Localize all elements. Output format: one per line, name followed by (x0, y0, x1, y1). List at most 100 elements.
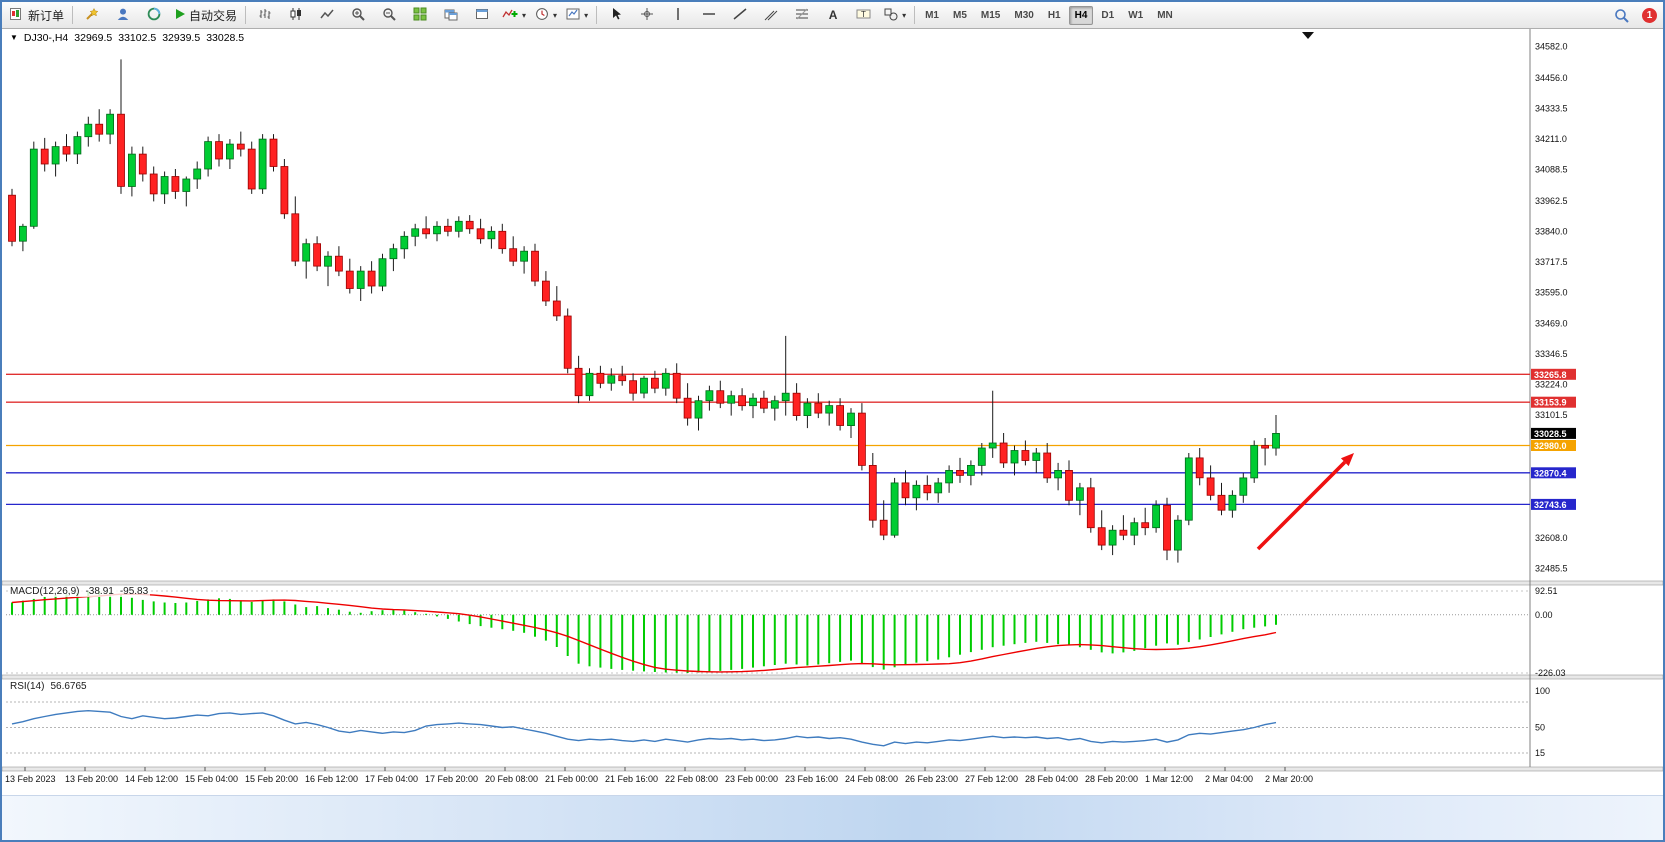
svg-text:50: 50 (1535, 723, 1545, 733)
svg-text:15: 15 (1535, 748, 1545, 758)
rsi-name: RSI(14) (10, 681, 45, 692)
horizontal-line-icon (702, 8, 716, 22)
notification-badge[interactable]: 1 (1642, 7, 1657, 23)
rsi-value: 56.6765 (50, 681, 87, 692)
window-icon (475, 7, 489, 24)
timeframe-button-mn[interactable]: MN (1157, 9, 1173, 21)
search-button[interactable] (1606, 3, 1636, 27)
dropdown-caret-icon[interactable]: ▾ (553, 10, 558, 20)
cursor-icon (610, 7, 622, 24)
line-chart-mode-button[interactable] (312, 3, 342, 27)
market-button[interactable] (108, 3, 138, 27)
chart-canvas[interactable]: 34582.0 34456.0 34333.5 34211.0 34088.5 33962… (2, 29, 1663, 795)
new-order-button[interactable]: 新订单 (6, 3, 68, 27)
svg-text:16 Feb 12:00: 16 Feb 12:00 (305, 774, 358, 784)
macd-panel[interactable]: 92.51 0.00 -226.03 (6, 586, 1566, 678)
template-icon (566, 7, 580, 24)
svg-text:34333.5: 34333.5 (1535, 103, 1568, 113)
bar-chart-icon (258, 7, 272, 24)
zoom-out-button[interactable] (374, 3, 404, 27)
candlestick-mode-button[interactable] (281, 3, 311, 27)
timeframe-button-w1[interactable]: W1 (1128, 9, 1144, 21)
chart-shift-marker[interactable] (1302, 32, 1314, 39)
timeframe-button-m5[interactable]: M5 (953, 9, 967, 21)
timeframe-button-d1[interactable]: D1 (1101, 9, 1115, 21)
svg-text:33962.5: 33962.5 (1535, 196, 1568, 206)
ohlc-high: 33102.5 (118, 32, 157, 44)
ohlc-close: 33028.5 (206, 32, 245, 44)
zoom-in-button[interactable] (343, 3, 373, 27)
trendline-tool-button[interactable] (725, 3, 755, 27)
templates-button[interactable]: ▾ (562, 3, 592, 27)
svg-text:33717.5: 33717.5 (1535, 257, 1568, 267)
svg-text:2 Mar 04:00: 2 Mar 04:00 (1205, 774, 1253, 784)
timeframe-group: M1 M5 M15 M30 H1 H4 D1 W1 MN (919, 5, 1179, 25)
rsi-panel[interactable]: 100 50 15 (6, 686, 1550, 758)
svg-text:17 Feb 04:00: 17 Feb 04:00 (365, 774, 418, 784)
svg-text:13 Feb 20:00: 13 Feb 20:00 (65, 774, 118, 784)
maximize-window-button[interactable] (467, 3, 497, 27)
metaeditor-button[interactable] (77, 3, 107, 27)
svg-text:23 Feb 00:00: 23 Feb 00:00 (725, 774, 778, 784)
macd-main-value: -38.91 (85, 586, 114, 597)
tile-windows-button[interactable] (405, 3, 435, 27)
horizontal-line-tool-button[interactable] (694, 3, 724, 27)
svg-text:33153.9: 33153.9 (1534, 398, 1567, 408)
svg-text:28 Feb 04:00: 28 Feb 04:00 (1025, 774, 1078, 784)
timeframe-button-h4[interactable]: H4 (1068, 5, 1094, 25)
macd-indicator-label: MACD(12,26,9) -38.91 -95.83 (8, 586, 151, 597)
tile-windows-icon (413, 7, 427, 24)
toolbar-separator (72, 6, 74, 24)
profile-icon (116, 7, 130, 24)
svg-text:22 Feb 08:00: 22 Feb 08:00 (665, 774, 718, 784)
price-label-boxes[interactable]: 33265.8 33153.9 32980.0 32870.4 32743.6 33028… (1531, 368, 1576, 510)
timeframe-button-h1[interactable]: H1 (1047, 9, 1061, 21)
candlestick-icon (289, 7, 303, 24)
fibonacci-icon (795, 7, 809, 24)
panel-separators[interactable] (2, 580, 1663, 772)
metaeditor-icon (85, 7, 99, 24)
macd-name: MACD(12,26,9) (10, 586, 80, 597)
ohlc-low: 32939.5 (162, 32, 201, 44)
indicators-button[interactable]: ▾ (498, 3, 530, 27)
cascade-windows-icon (444, 7, 458, 24)
candles-layer (8, 59, 1280, 563)
timeframe-button-m30[interactable]: M30 (1014, 9, 1034, 21)
chart-window[interactable]: 34582.0 34456.0 34333.5 34211.0 34088.5 33962… (2, 29, 1663, 795)
svg-text:-226.03: -226.03 (1535, 668, 1566, 678)
svg-text:34211.0: 34211.0 (1535, 134, 1567, 144)
label-tool-button[interactable]: T (849, 3, 879, 27)
channel-tool-button[interactable] (756, 3, 786, 27)
horizontal-level-lines[interactable] (6, 373, 1530, 506)
timeframe-button-m15[interactable]: M15 (980, 9, 1001, 21)
shapes-tool-button[interactable]: ▾ (880, 3, 910, 27)
bar-chart-mode-button[interactable] (250, 3, 280, 27)
svg-text:92.51: 92.51 (1535, 586, 1558, 596)
dropdown-caret-icon[interactable]: ▾ (584, 10, 589, 20)
ohlc-open: 32969.5 (74, 32, 113, 44)
fibonacci-tool-button[interactable] (787, 3, 817, 27)
cascade-windows-button[interactable] (436, 3, 466, 27)
price-axis[interactable]: 34582.0 34456.0 34333.5 34211.0 34088.5 33962… (1529, 29, 1568, 767)
trend-arrow-annotation[interactable] (1256, 453, 1354, 551)
dropdown-caret-icon[interactable]: ▾ (522, 10, 527, 20)
autotrading-button[interactable]: 自动交易 (170, 3, 241, 27)
rsi-indicator-label: RSI(14) 56.6765 (8, 681, 89, 692)
svg-text:21 Feb 00:00: 21 Feb 00:00 (545, 774, 598, 784)
community-button[interactable] (139, 3, 169, 27)
chart-symbol-period: DJ30-,H4 (23, 32, 69, 44)
vertical-line-tool-button[interactable] (663, 3, 693, 27)
periods-button[interactable]: ▾ (531, 3, 561, 27)
cursor-tool-button[interactable] (601, 3, 631, 27)
collapse-triangle-icon[interactable]: ▼ (10, 33, 18, 42)
crosshair-icon (640, 7, 654, 24)
svg-text:34582.0: 34582.0 (1535, 41, 1568, 51)
time-axis[interactable]: 13 Feb 2023 13 Feb 20:00 14 Feb 12:00 15 Fe… (5, 767, 1313, 784)
text-tool-button[interactable]: A (818, 3, 848, 27)
zoom-in-icon (351, 7, 365, 24)
timeframe-button-m1[interactable]: M1 (925, 9, 939, 21)
svg-text:100: 100 (1535, 686, 1550, 696)
dropdown-caret-icon[interactable]: ▾ (902, 10, 907, 20)
crosshair-tool-button[interactable] (632, 3, 662, 27)
toolbar-separator (245, 6, 247, 24)
